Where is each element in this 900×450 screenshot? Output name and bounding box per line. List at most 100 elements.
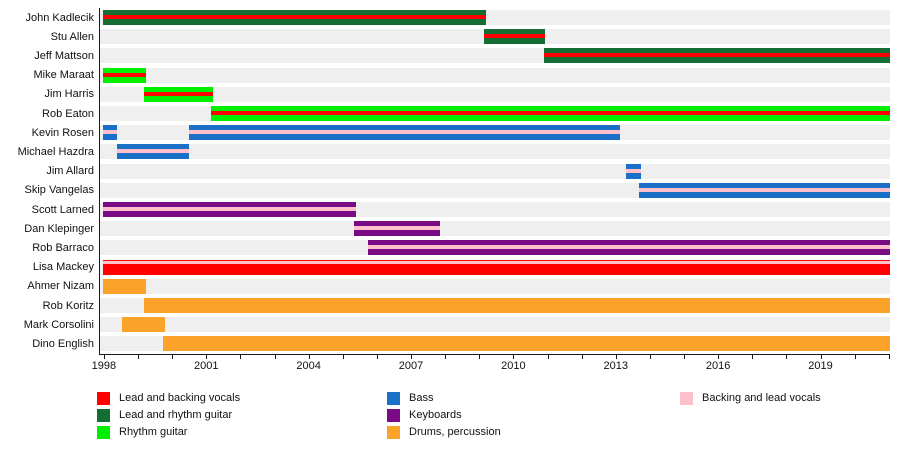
x-axis-tick xyxy=(172,354,174,359)
legend-label: Backing and lead vocals xyxy=(702,392,821,404)
bar-stripe-backing_lead_vocals xyxy=(103,130,118,135)
row-track xyxy=(100,144,890,160)
member-name-label: Mark Corsolini xyxy=(23,318,94,331)
legend-swatch-rhythm_guitar xyxy=(97,426,110,439)
x-axis-tick xyxy=(786,354,788,359)
timeline-bar-rhythm_guitar xyxy=(210,106,890,121)
member-name-label: John Kadlecik xyxy=(25,11,95,24)
member-name-label: Lisa Mackey xyxy=(32,261,94,274)
x-axis-tick xyxy=(445,354,447,359)
timeline-bar-drums_percussion xyxy=(103,278,147,294)
timeline-bar-bass xyxy=(117,144,189,160)
member-name-label: Kevin Rosen xyxy=(31,126,94,139)
legend-swatch-drums_percussion xyxy=(387,426,400,439)
bar-stripe-backing_lead_vocals xyxy=(103,260,890,264)
legend-label: Rhythm guitar xyxy=(119,426,188,438)
timeline-bar-keyboards xyxy=(367,240,890,256)
x-axis-tick xyxy=(376,354,378,359)
member-name-label: Skip Vangelas xyxy=(24,184,94,197)
timeline-bar-keyboards xyxy=(103,202,356,217)
x-axis-tick xyxy=(411,354,413,359)
x-axis-tick xyxy=(649,354,651,359)
x-axis-tick-label: 2010 xyxy=(501,360,526,372)
timeline-bar-bass xyxy=(188,125,621,141)
x-axis-tick xyxy=(684,354,686,359)
bar-stripe-lead_backing_vocals xyxy=(543,53,890,58)
x-axis-tick-label: 2019 xyxy=(808,360,833,372)
x-axis-tick xyxy=(888,354,890,359)
row-track xyxy=(100,278,890,294)
timeline-bar-bass xyxy=(639,182,890,198)
bar-stripe-lead_backing_vocals xyxy=(210,111,890,115)
member-name-label: Dino English xyxy=(32,337,94,350)
legend-swatch-backing_lead_vocals xyxy=(680,392,693,405)
bar-stripe-lead_backing_vocals xyxy=(103,72,147,77)
bar-stripe-backing_lead_vocals xyxy=(117,149,189,154)
bar-stripe-lead_backing_vocals xyxy=(483,34,546,39)
timeline-bar-drums_percussion xyxy=(163,336,890,352)
row-track xyxy=(100,163,890,179)
x-axis-tick xyxy=(820,354,822,359)
row-track xyxy=(100,67,890,83)
timeline-bar-rhythm_guitar xyxy=(144,86,213,102)
x-axis-tick xyxy=(513,354,515,359)
x-axis-tick-label: 2001 xyxy=(194,360,219,372)
member-name-label: Rob Koritz xyxy=(42,299,94,312)
member-name-label: Scott Larned xyxy=(31,203,94,216)
x-axis-tick xyxy=(103,354,105,359)
x-axis-tick-label: 2013 xyxy=(603,360,629,372)
member-name-label: Jim Harris xyxy=(44,88,95,101)
member-name-label: Rob Barraco xyxy=(32,241,94,254)
bar-stripe-backing_lead_vocals xyxy=(354,226,440,231)
x-axis-tick-label: 2004 xyxy=(296,360,321,372)
legend-label: Keyboards xyxy=(409,409,462,421)
legend-swatch-keyboards xyxy=(387,409,400,422)
x-axis-tick xyxy=(752,354,754,359)
timeline-bar-lead_rhythm_guitar xyxy=(103,10,486,25)
x-axis-tick xyxy=(581,354,583,359)
timeline-bar-lead_rhythm_guitar xyxy=(543,48,890,64)
bar-stripe-backing_lead_vocals xyxy=(625,168,641,173)
member-name-label: Mike Maraat xyxy=(33,69,94,82)
x-axis-tick-label: 2007 xyxy=(398,360,424,372)
timeline-bar-bass xyxy=(625,163,641,179)
timeline-bar-drums_percussion xyxy=(144,298,890,313)
x-axis-tick xyxy=(308,354,310,359)
x-axis-tick xyxy=(206,354,208,359)
legend-swatch-bass xyxy=(387,392,400,405)
member-name-label: Rob Eaton xyxy=(42,107,94,120)
timeline-bar-rhythm_guitar xyxy=(103,67,147,83)
row-track xyxy=(100,221,890,237)
bar-stripe-backing_lead_vocals xyxy=(188,130,621,135)
member-name-label: Michael Hazdra xyxy=(17,145,94,158)
x-axis-tick xyxy=(240,354,242,359)
plot-area xyxy=(99,8,890,355)
x-axis-tick-label: 1998 xyxy=(91,360,117,372)
row-track xyxy=(100,86,890,102)
row-track xyxy=(100,317,890,333)
x-axis-tick xyxy=(718,354,720,359)
member-name-label: Dan Klepinger xyxy=(24,222,94,235)
member-name-label: Ahmer Nizam xyxy=(27,280,94,293)
bar-stripe-backing_lead_vocals xyxy=(367,245,890,250)
bar-stripe-lead_backing_vocals xyxy=(103,15,486,19)
x-axis-tick xyxy=(342,354,344,359)
legend-label: Bass xyxy=(409,392,434,404)
member-name-label: Jeff Mattson xyxy=(34,49,94,62)
member-name-label: Jim Allard xyxy=(46,165,94,178)
x-axis-tick xyxy=(138,354,140,359)
x-axis-tick xyxy=(615,354,617,359)
x-axis-tick xyxy=(547,354,549,359)
x-axis-tick xyxy=(479,354,481,359)
x-axis-tick xyxy=(854,354,856,359)
legend-label: Lead and rhythm guitar xyxy=(119,409,233,421)
timeline-bar-drums_percussion xyxy=(122,317,165,333)
legend-swatch-lead_rhythm_guitar xyxy=(97,409,110,422)
member-name-label: Stu Allen xyxy=(50,30,94,43)
timeline-bar-bass xyxy=(103,125,118,141)
legend-label: Drums, percussion xyxy=(409,426,501,438)
timeline-bar-lead_rhythm_guitar xyxy=(483,29,546,45)
timeline-bar-keyboards xyxy=(354,221,440,237)
bar-stripe-backing_lead_vocals xyxy=(639,187,890,192)
